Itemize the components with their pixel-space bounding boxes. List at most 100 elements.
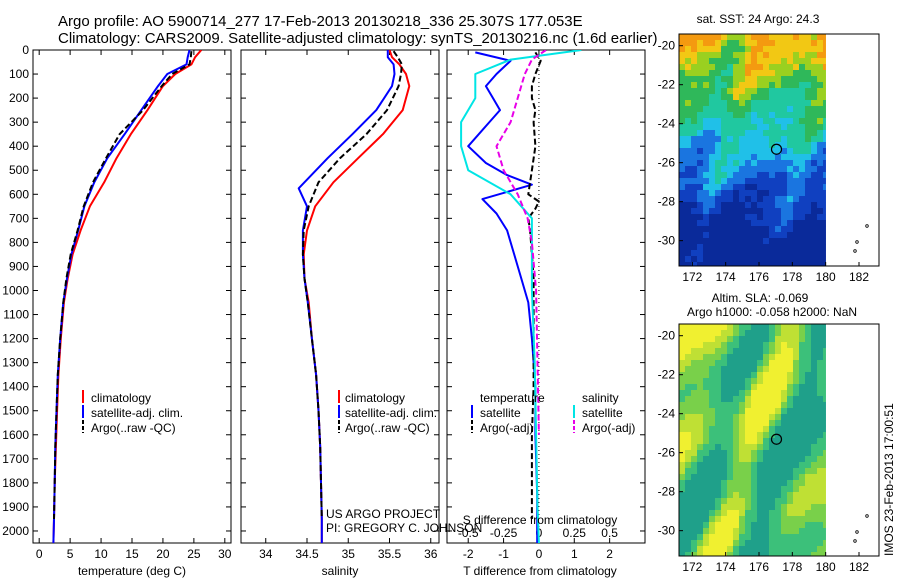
x-tick-label: 174 bbox=[716, 560, 736, 574]
heatmap-cell bbox=[691, 106, 698, 113]
heatmap-cell bbox=[745, 522, 752, 529]
heatmap-cell bbox=[727, 124, 734, 131]
heatmap-cell bbox=[727, 34, 734, 41]
heatmap-cell bbox=[757, 88, 764, 95]
heatmap-cell bbox=[709, 244, 716, 251]
heatmap-cell bbox=[739, 52, 746, 59]
heatmap-cell bbox=[775, 480, 782, 487]
heatmap-cell bbox=[817, 522, 824, 529]
heatmap-cell bbox=[721, 226, 728, 233]
heatmap-cell bbox=[799, 474, 806, 481]
heatmap-cell bbox=[709, 342, 716, 349]
heatmap-cell bbox=[709, 160, 716, 167]
heatmap-cell bbox=[715, 256, 722, 263]
heatmap-cell bbox=[703, 540, 710, 547]
heatmap-cell bbox=[745, 324, 752, 331]
heatmap-cell bbox=[763, 504, 770, 511]
y-tick-label: -20 bbox=[658, 329, 676, 343]
heatmap-cell bbox=[805, 330, 812, 337]
heatmap-cell bbox=[751, 136, 758, 143]
heatmap-cell bbox=[697, 438, 704, 445]
heatmap-cell bbox=[817, 474, 824, 481]
heatmap-cell bbox=[811, 486, 818, 493]
heatmap-cell bbox=[715, 148, 722, 155]
heatmap-cell bbox=[709, 426, 716, 433]
heatmap-cell bbox=[721, 220, 728, 227]
heatmap-cell bbox=[787, 324, 794, 331]
heatmap-cell bbox=[739, 390, 746, 397]
heatmap-cell bbox=[697, 208, 704, 215]
heatmap-cell bbox=[745, 232, 752, 239]
heatmap-cell bbox=[805, 384, 812, 391]
heatmap-cell bbox=[685, 492, 692, 499]
heatmap-cell bbox=[703, 88, 710, 95]
series-line-climatology bbox=[302, 50, 411, 543]
heatmap-cell bbox=[805, 106, 812, 113]
heatmap-cell bbox=[715, 336, 722, 343]
heatmap-cell bbox=[763, 46, 770, 53]
heatmap-cell bbox=[757, 34, 764, 41]
heatmap-cell bbox=[751, 178, 758, 185]
heatmap-cell bbox=[769, 82, 776, 89]
heatmap-cell bbox=[679, 330, 686, 337]
heatmap-cell bbox=[793, 462, 800, 469]
heatmap-cell bbox=[709, 432, 716, 439]
heatmap-cell bbox=[799, 552, 806, 557]
heatmap-cell bbox=[697, 516, 704, 523]
heatmap-cell bbox=[745, 348, 752, 355]
difference-legend: temperature satellite Argo(-adj) salinit… bbox=[471, 391, 635, 435]
x-tick-label: 182 bbox=[849, 270, 869, 284]
heatmap-cell bbox=[781, 540, 788, 547]
heatmap-cell bbox=[751, 34, 758, 41]
heatmap-cell bbox=[793, 40, 800, 47]
heatmap-cell bbox=[763, 552, 770, 557]
heatmap-cell bbox=[787, 420, 794, 427]
heatmap-cell bbox=[793, 118, 800, 125]
heatmap-cell bbox=[721, 106, 728, 113]
heatmap-cell bbox=[817, 498, 824, 505]
heatmap-cell bbox=[727, 366, 734, 373]
heatmap-cell bbox=[679, 40, 686, 47]
heatmap-cell bbox=[799, 420, 806, 427]
heatmap-cell bbox=[691, 46, 698, 53]
heatmap-cell bbox=[769, 480, 776, 487]
heatmap-cell bbox=[763, 184, 770, 191]
heatmap-cell bbox=[697, 94, 704, 101]
heatmap-cell bbox=[757, 250, 764, 257]
heatmap-cell bbox=[745, 244, 752, 251]
heatmap-cell bbox=[811, 522, 818, 529]
heatmap-cell bbox=[793, 172, 800, 179]
heatmap-cell bbox=[757, 504, 764, 511]
heatmap-cell bbox=[751, 534, 758, 541]
heatmap-cell bbox=[763, 348, 770, 355]
heatmap-cell bbox=[745, 330, 752, 337]
heatmap-cell bbox=[721, 250, 728, 257]
heatmap-cell bbox=[757, 498, 764, 505]
heatmap-cell bbox=[721, 528, 728, 535]
heatmap-cell bbox=[697, 468, 704, 475]
heatmap-cell bbox=[787, 456, 794, 463]
heatmap-cell bbox=[709, 336, 716, 343]
heatmap-cell bbox=[715, 420, 722, 427]
heatmap-cell bbox=[733, 88, 740, 95]
heatmap-cell bbox=[739, 148, 746, 155]
heatmap-cell bbox=[751, 372, 758, 379]
heatmap-cell bbox=[805, 64, 812, 71]
heatmap-cell bbox=[775, 94, 782, 101]
heatmap-cell bbox=[679, 244, 686, 251]
heatmap-cell bbox=[685, 34, 692, 41]
heatmap-cell bbox=[751, 498, 758, 505]
heatmap-cell bbox=[703, 256, 710, 263]
heatmap-cell bbox=[739, 136, 746, 143]
heatmap-cell bbox=[733, 546, 740, 553]
heatmap-cell bbox=[787, 360, 794, 367]
heatmap-cell bbox=[703, 124, 710, 131]
heatmap-cell bbox=[817, 432, 824, 439]
heatmap-cell bbox=[811, 354, 818, 361]
heatmap-cell bbox=[823, 94, 826, 101]
heatmap-cell bbox=[811, 324, 818, 331]
heatmap-cell bbox=[697, 238, 704, 245]
heatmap-cell bbox=[781, 76, 788, 83]
heatmap-cell bbox=[793, 238, 800, 245]
heatmap-cell bbox=[751, 154, 758, 161]
